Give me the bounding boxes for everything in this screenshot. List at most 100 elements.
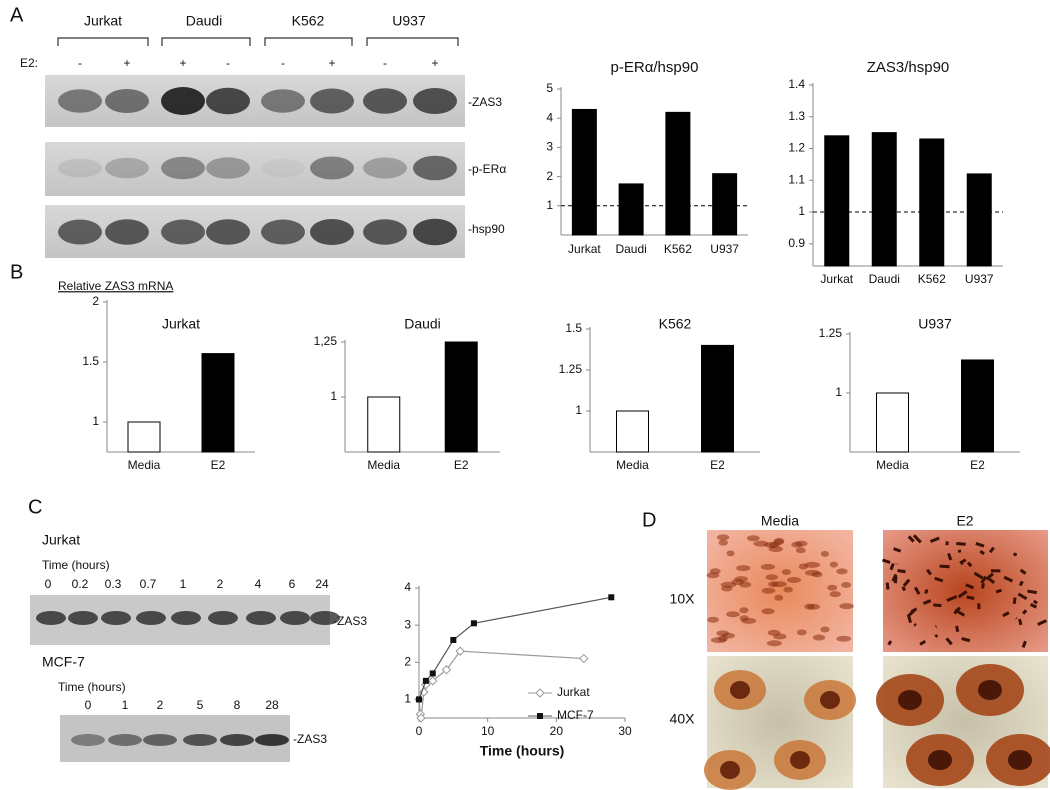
decoration	[973, 571, 984, 580]
bar	[712, 173, 738, 236]
bar	[571, 108, 597, 236]
x-tick-label: E2	[970, 458, 985, 472]
treatment: -	[226, 56, 230, 70]
panel-label: D	[642, 509, 656, 531]
decoration	[898, 690, 922, 710]
decoration	[980, 575, 987, 584]
chart-title: U937	[918, 316, 952, 332]
y-tick-label: 1,25	[314, 334, 338, 348]
decoration	[796, 629, 807, 636]
time: 6	[289, 577, 296, 591]
decoration	[955, 625, 960, 633]
decoration	[1027, 589, 1037, 595]
y-tick-label: 2	[404, 654, 411, 668]
y-tick-label: 1.25	[559, 362, 583, 376]
decoration	[953, 606, 961, 615]
decoration	[928, 750, 952, 770]
row-label: 40X	[670, 711, 696, 727]
bar	[127, 421, 161, 453]
point	[422, 677, 429, 684]
decoration	[820, 550, 830, 557]
time: 28	[265, 698, 279, 712]
decoration	[363, 157, 407, 179]
column-label: E2	[956, 513, 973, 529]
y-tick-label: 1.2	[788, 141, 805, 155]
decoration	[926, 568, 932, 576]
decoration	[716, 534, 730, 541]
y-tick-label: 4	[546, 110, 553, 124]
decoration	[36, 611, 66, 625]
decoration	[1022, 609, 1028, 615]
time: 2	[217, 577, 224, 591]
decoration	[1018, 580, 1024, 587]
decoration	[721, 585, 733, 592]
x-tick-label: E2	[211, 458, 226, 472]
decoration	[773, 633, 787, 640]
bar	[919, 138, 945, 267]
decoration	[836, 568, 848, 575]
decoration	[1013, 552, 1018, 557]
decoration	[310, 611, 340, 625]
decoration	[1037, 619, 1047, 626]
decoration	[206, 157, 250, 179]
y-tick-label: 4	[404, 580, 411, 594]
time: 0	[85, 698, 92, 712]
y-tick-label: 0.9	[788, 236, 805, 250]
decoration	[929, 536, 940, 543]
bar	[616, 410, 649, 453]
decoration	[1021, 640, 1027, 648]
decoration	[804, 561, 821, 568]
decoration	[246, 611, 276, 625]
time: 0	[45, 577, 52, 591]
brackets	[57, 37, 459, 46]
legend-label: MCF-7	[557, 708, 594, 722]
decoration	[726, 611, 740, 618]
decoration	[946, 595, 958, 602]
decoration	[208, 611, 238, 625]
decoration	[1017, 592, 1028, 600]
decoration	[161, 156, 205, 180]
decoration	[957, 590, 968, 599]
decoration	[978, 680, 1002, 700]
x-tick-label: 30	[618, 724, 632, 738]
decoration	[310, 156, 354, 180]
legend-marker	[535, 688, 545, 698]
blot-title: MCF-7	[42, 654, 85, 670]
decoration	[959, 558, 967, 565]
y-tick-label: 2	[92, 294, 99, 308]
time: 0.3	[105, 577, 122, 591]
decoration	[829, 591, 841, 598]
decoration	[363, 88, 407, 114]
x-tick-label: 10	[481, 724, 495, 738]
band-label: -ZAS3	[293, 732, 327, 746]
x-tick-label: Media	[367, 458, 400, 472]
decoration	[413, 155, 457, 181]
legend-marker	[537, 713, 543, 719]
x-tick-label: E2	[454, 458, 469, 472]
bar	[824, 135, 850, 267]
decoration	[143, 734, 177, 746]
decoration	[730, 681, 750, 699]
decoration	[919, 639, 927, 646]
point	[470, 620, 477, 627]
cell-line: Jurkat	[84, 13, 122, 29]
time: 24	[315, 577, 329, 591]
treatment: +	[328, 56, 335, 70]
y-tick-label: 3	[546, 140, 553, 154]
x-tick-label: Jurkat	[568, 242, 601, 256]
y-tick-label: 1.5	[82, 354, 99, 368]
point	[429, 670, 436, 677]
y-tick-label: 2	[546, 169, 553, 183]
decoration	[161, 87, 205, 115]
x-tick-label: K562	[664, 242, 692, 256]
bar	[665, 111, 691, 236]
x-tick-label: E2	[710, 458, 725, 472]
decoration	[741, 617, 757, 624]
decoration	[68, 611, 98, 625]
decoration	[887, 640, 893, 646]
decoration	[901, 586, 906, 592]
decoration	[795, 547, 806, 554]
decoration	[310, 88, 354, 114]
decoration	[804, 569, 821, 576]
